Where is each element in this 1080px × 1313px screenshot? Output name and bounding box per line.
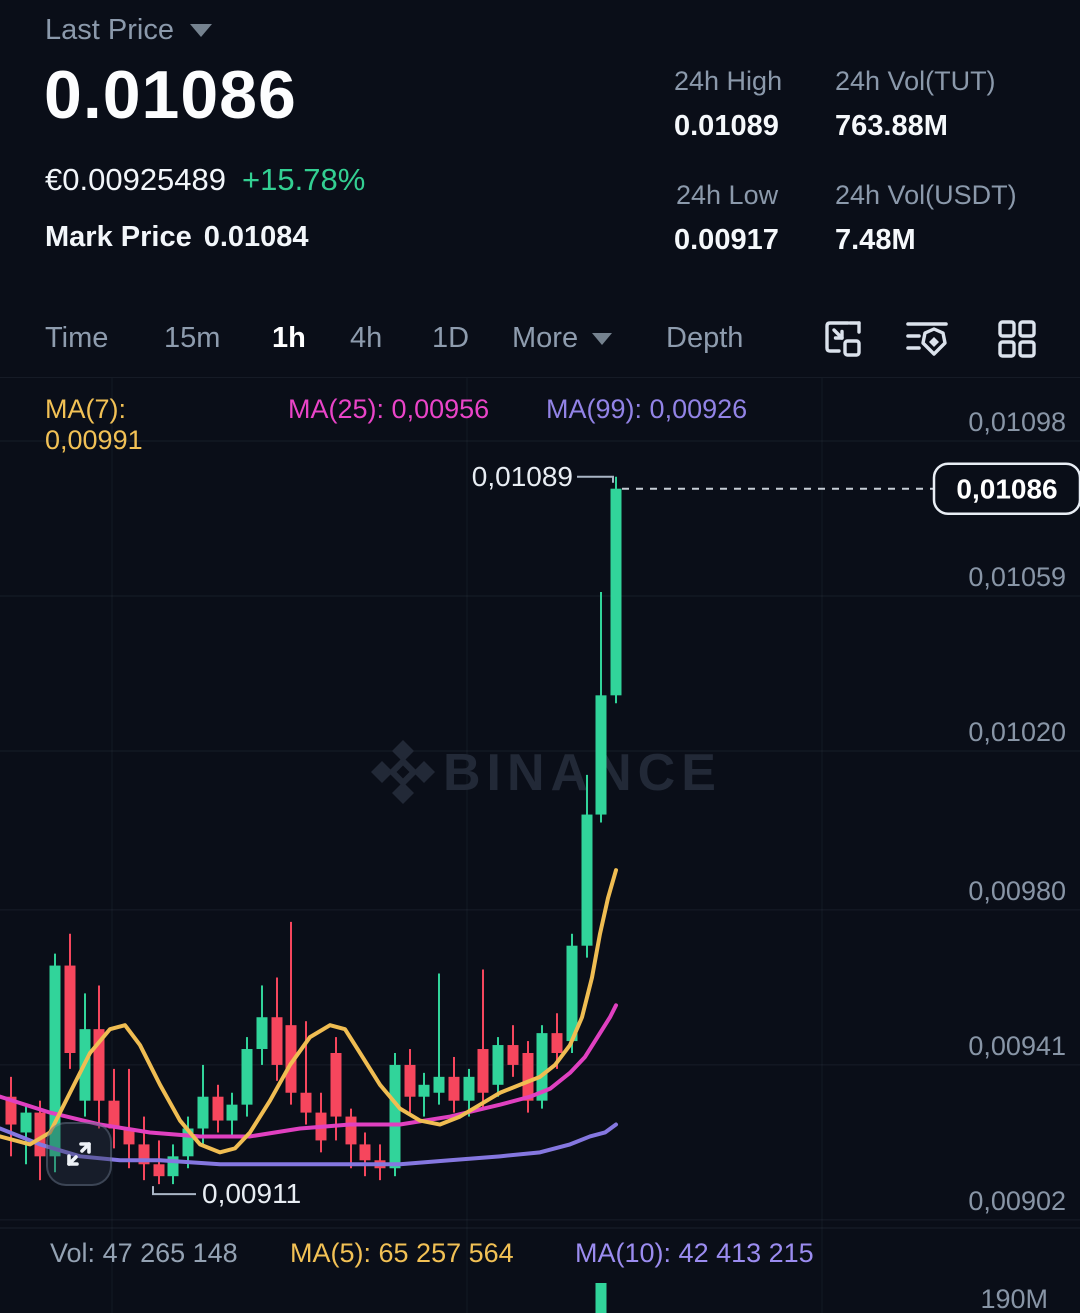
candle-body: [153, 1164, 165, 1177]
candle-body: [404, 1064, 416, 1097]
tab-time[interactable]: Time: [45, 322, 109, 354]
mark-price-value: 0.01084: [203, 221, 309, 253]
chevron-down-icon: [592, 332, 613, 345]
ma99-line: [0, 1122, 618, 1167]
candle-body: [226, 1104, 238, 1121]
stat-24h-vol-quote-value: 7.48M: [835, 224, 916, 256]
ma25-readout: MA(25): 0,00956: [288, 394, 490, 424]
stat-24h-high-label: 24h High: [674, 66, 783, 96]
chevron-down-icon: [189, 24, 212, 37]
svg-text:BINANCE: BINANCE: [443, 744, 722, 802]
candle-body: [20, 1112, 32, 1133]
candle-body: [418, 1084, 430, 1097]
candle-body: [581, 814, 593, 946]
candle-body: [522, 1052, 534, 1101]
candle-body: [448, 1076, 460, 1101]
toolbar-divider: [0, 377, 1080, 378]
candle-body: [300, 1092, 312, 1113]
candle-body: [197, 1096, 209, 1129]
tab-15m[interactable]: 15m: [164, 322, 221, 354]
candle-body: [241, 1049, 253, 1105]
tab-4h[interactable]: 4h: [350, 322, 383, 354]
candle-body: [5, 1096, 17, 1125]
current-price-badge[interactable]: [932, 462, 1080, 515]
low-pointer-line: [152, 1186, 196, 1196]
candle-body: [271, 1017, 283, 1065]
change-percent: +15.78%: [242, 162, 366, 197]
candle-body: [492, 1045, 504, 1085]
high-pointer-line: [577, 475, 614, 483]
stat-24h-low-value: 0.00917: [674, 224, 779, 256]
candle-body: [256, 1017, 268, 1050]
pan-zoom-button[interactable]: [46, 1122, 112, 1186]
candle-body: [595, 695, 607, 815]
low-price-label: 0,00911: [202, 1178, 301, 1209]
minimize-chart-icon[interactable]: [822, 318, 864, 360]
stat-24h-vol-base-label: 24h Vol(TUT): [835, 66, 996, 96]
mark-price-label: Mark Price: [45, 221, 192, 253]
candle-body: [551, 1033, 563, 1053]
candle-body: [34, 1112, 46, 1157]
candle-body: [64, 965, 76, 1053]
price-axis-label: 0,00980: [968, 876, 1066, 906]
ma7-line: [0, 868, 618, 1155]
candle-body: [123, 1128, 135, 1145]
price-selector-label: Last Price: [45, 14, 174, 46]
candle-body: [389, 1064, 401, 1169]
stat-24h-low-label: 24h Low: [676, 180, 779, 210]
candle-body: [463, 1076, 475, 1101]
candle-body: [566, 945, 578, 1042]
tab-more-label: More: [512, 322, 579, 354]
candle-body: [108, 1100, 120, 1129]
candle-body: [330, 1052, 342, 1117]
stat-24h-vol-base-value: 763.88M: [835, 110, 948, 142]
fiat-price-row: €0.00925489 +15.78%: [45, 162, 365, 198]
vol-ma10-readout: MA(10): 42 413 215: [575, 1238, 814, 1268]
stat-24h-high-value: 0.01089: [674, 110, 779, 142]
price-axis-label: 0,00941: [968, 1031, 1066, 1061]
candle-body: [182, 1128, 194, 1157]
volume-axis-label: 190M: [980, 1284, 1048, 1313]
ma99-readout: MA(99): 0,00926: [546, 394, 748, 424]
price-axis-label: 0,01098: [968, 407, 1066, 437]
stat-24h-vol-quote-label: 24h Vol(USDT): [835, 180, 1017, 210]
diagonal-arrows-icon: [67, 1142, 91, 1166]
candle-body: [93, 1029, 105, 1101]
candle-body: [610, 488, 622, 696]
binance-watermark: BINANCE: [371, 740, 722, 804]
tab-1h[interactable]: 1h: [272, 322, 306, 354]
candle-body: [477, 1049, 489, 1093]
vol-ma5-readout: MA(5): 65 257 564: [290, 1238, 514, 1268]
ma7-readout: MA(7): 0,00991: [45, 394, 143, 455]
grid-layout-icon[interactable]: [996, 318, 1038, 360]
tab-1d[interactable]: 1D: [432, 322, 470, 354]
candle-body: [536, 1033, 548, 1101]
current-price-badge-label: 0,01086: [956, 474, 1057, 505]
price-selector[interactable]: Last Price: [45, 14, 212, 47]
high-price-label: 0,01089: [472, 461, 573, 492]
tab-depth[interactable]: Depth: [666, 322, 744, 354]
candle-body: [359, 1144, 371, 1161]
candle-body: [212, 1096, 224, 1121]
fiat-price: €0.00925489: [45, 162, 227, 197]
indicator-settings-icon[interactable]: [903, 316, 951, 362]
candle-body: [433, 1076, 445, 1093]
mark-price-row: Mark Price 0.01084: [45, 221, 309, 254]
price-axis-label: 0,01059: [968, 562, 1066, 592]
vol-readout: Vol: 47 265 148: [50, 1238, 238, 1268]
last-price: 0.01086: [44, 57, 297, 133]
tab-more[interactable]: More: [512, 322, 613, 355]
candle-body: [285, 1025, 297, 1093]
candle-body: [345, 1116, 357, 1145]
candle-body: [167, 1156, 179, 1177]
price-axis-label: 0,00902: [968, 1186, 1066, 1216]
candle-body: [507, 1045, 519, 1065]
price-axis-label: 0,01020: [968, 717, 1066, 747]
volume-bar: [595, 1283, 607, 1313]
candle-body: [138, 1144, 150, 1165]
candle-body: [49, 965, 61, 1157]
